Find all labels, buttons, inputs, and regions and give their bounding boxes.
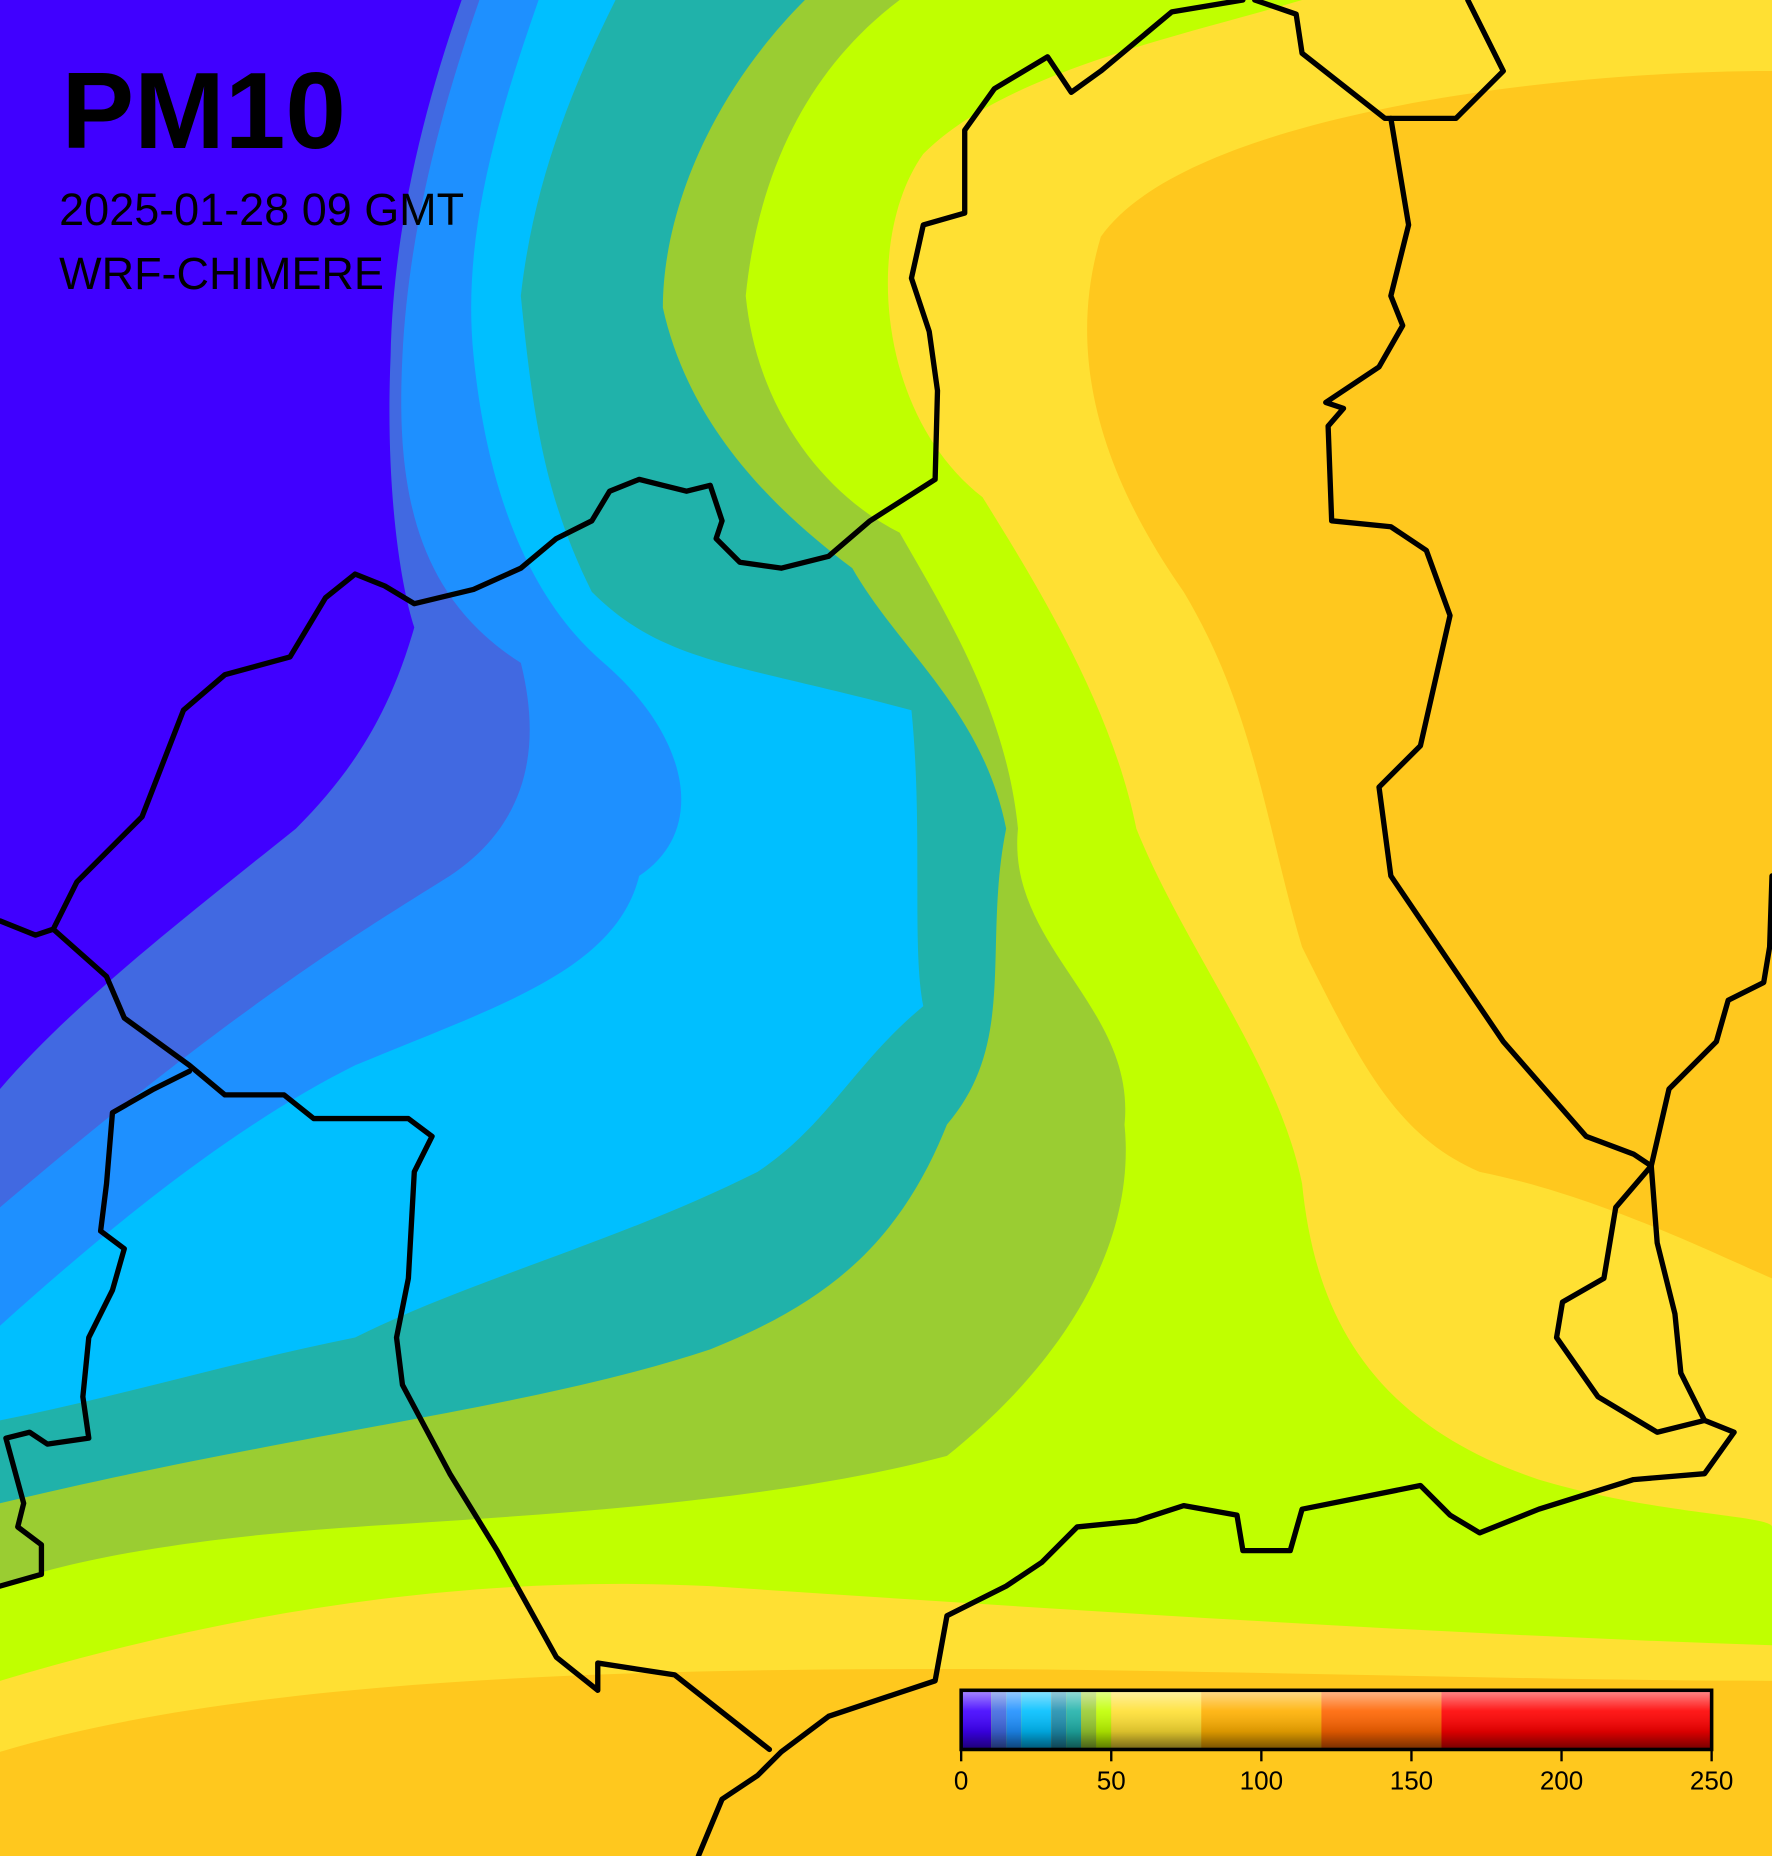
colorbar-tick-label: 200 — [1540, 1766, 1583, 1796]
border-line — [0, 0, 1246, 938]
border-line — [50, 926, 773, 1753]
border-line — [1648, 873, 1772, 1169]
coastline — [695, 115, 1737, 1856]
colorbar-tick-label: 0 — [954, 1766, 968, 1796]
valid-time: 2025-01-28 09 GMT — [59, 184, 464, 235]
coastline — [1553, 1163, 1708, 1435]
border-line — [1252, 0, 1506, 122]
colorbar-frame — [959, 1688, 1714, 1752]
colorbar-tick-label: 150 — [1390, 1766, 1433, 1796]
colorbar-tick-label: 50 — [1097, 1766, 1126, 1796]
map-title: PM10 — [62, 50, 346, 172]
model-name: WRF-CHIMERE — [59, 248, 384, 299]
colorbar-gloss — [961, 1690, 1712, 1750]
field-violet — [0, 0, 462, 1089]
colorbar-tick-label: 250 — [1690, 1766, 1733, 1796]
colorbar: 0 50 100 150 200 250 — [954, 1688, 1733, 1796]
colorbar-tick-label: 100 — [1240, 1766, 1283, 1796]
border-line — [0, 1068, 193, 1589]
